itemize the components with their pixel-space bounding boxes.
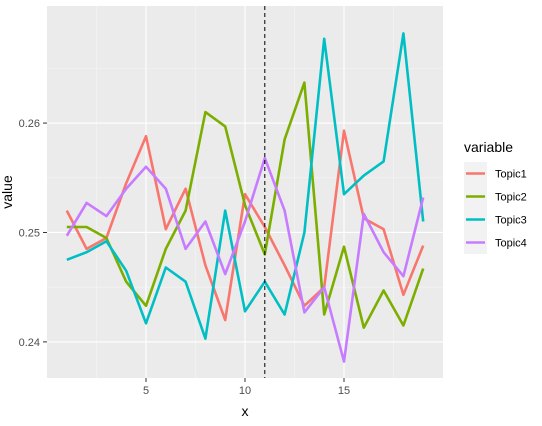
legend-label-topic2: Topic2 — [495, 192, 527, 204]
x-axis-ticks: 5 10 15 — [143, 378, 350, 397]
x-tick-label: 10 — [239, 385, 251, 397]
x-tick-label: 5 — [143, 385, 149, 397]
legend: variable Topic1 Topic2 Topic3 Topic4 — [464, 139, 527, 254]
legend-label-topic1: Topic1 — [495, 169, 527, 181]
y-axis-ticks: 0.24 0.25 0.26 — [19, 118, 47, 349]
y-tick-label: 0.25 — [19, 227, 40, 239]
series-line-topic4 — [65, 156, 425, 363]
y-tick-label: 0.24 — [19, 337, 40, 349]
y-tick-label: 0.26 — [19, 118, 40, 130]
series-line-topic3 — [66, 32, 425, 340]
series-lines — [65, 32, 425, 363]
legend-label-topic4: Topic4 — [495, 238, 527, 250]
series-line-topic2 — [66, 81, 425, 330]
x-axis-title: x — [242, 403, 249, 419]
legend-label-topic3: Topic3 — [495, 215, 527, 227]
y-axis-title: value — [0, 175, 15, 209]
x-tick-label: 15 — [338, 385, 350, 397]
legend-title: variable — [464, 139, 513, 155]
